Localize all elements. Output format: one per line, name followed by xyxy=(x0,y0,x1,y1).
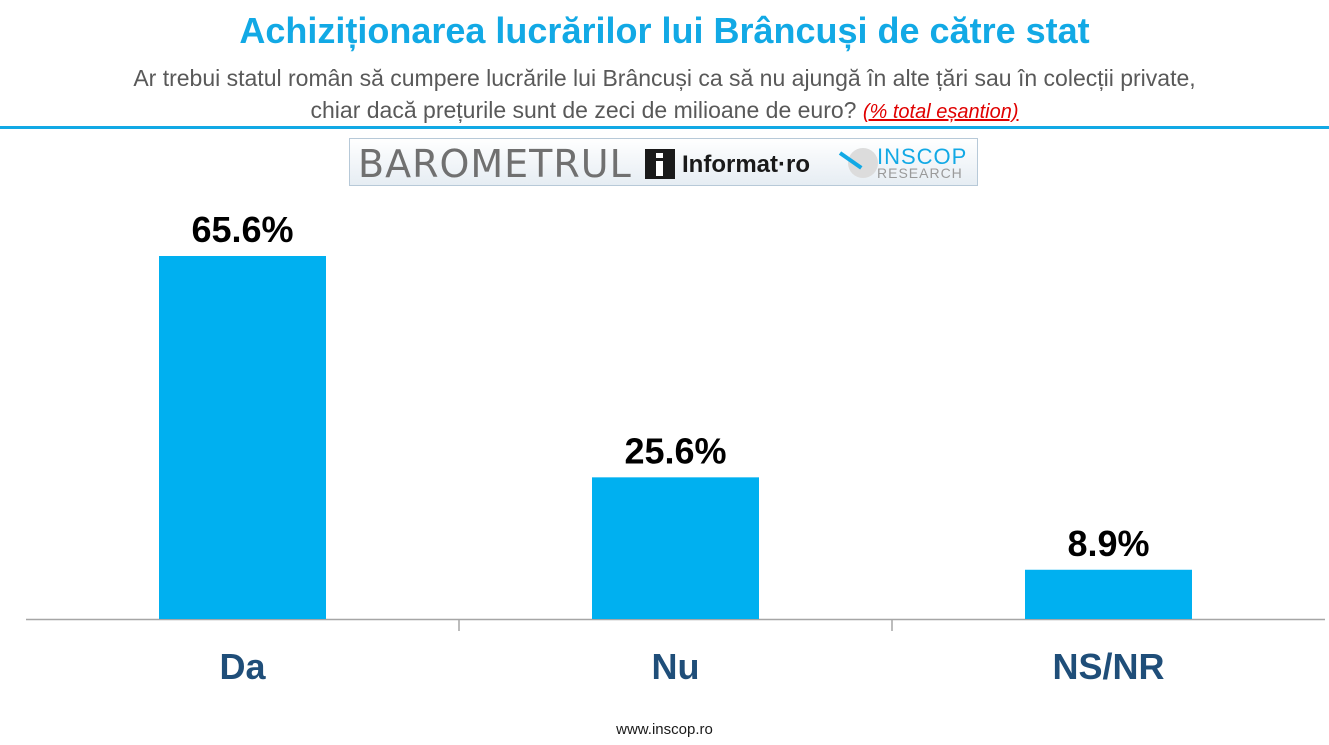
research-logo-text: RESEARCH xyxy=(877,165,963,181)
subtitle-line-2-text: chiar dacă prețurile sunt de zeci de mil… xyxy=(310,97,857,123)
bar-da xyxy=(159,256,326,619)
chart-title: Achiziționarea lucrărilor lui Brâncuși d… xyxy=(239,10,1090,51)
barometer-logo-text: BAROMETRUL xyxy=(358,142,632,186)
informat-logo-icon xyxy=(645,149,675,179)
bar-ns-nr xyxy=(1025,569,1192,619)
data-label: 8.9% xyxy=(1067,523,1149,564)
inscop-logo-text: INSCOP xyxy=(877,144,968,169)
bar-nu xyxy=(592,477,759,619)
bar-chart: 65.6% Da 25.6% Nu 8.9% NS/NR xyxy=(26,209,1325,687)
header-divider xyxy=(0,126,1329,129)
sample-note: (% total eșantion) xyxy=(862,101,1019,123)
category-label: Nu xyxy=(652,646,700,687)
informat-logo-text: Informat·ro xyxy=(682,151,810,178)
sponsor-banner: BAROMETRUL Informat·ro INSCOP RESEARCH xyxy=(349,138,978,186)
data-label: 25.6% xyxy=(624,430,726,471)
category-label: NS/NR xyxy=(1052,646,1164,687)
subtitle-line-2: chiar dacă prețurile sunt de zeci de mil… xyxy=(0,94,1329,128)
footer-website: www.inscop.ro xyxy=(616,721,713,738)
subtitle-line-1: Ar trebui statul român să cumpere lucrăr… xyxy=(133,65,1196,91)
category-label: Da xyxy=(219,646,266,687)
data-label: 65.6% xyxy=(191,209,293,250)
chart-subtitle: Ar trebui statul român să cumpere lucrăr… xyxy=(0,62,1329,128)
